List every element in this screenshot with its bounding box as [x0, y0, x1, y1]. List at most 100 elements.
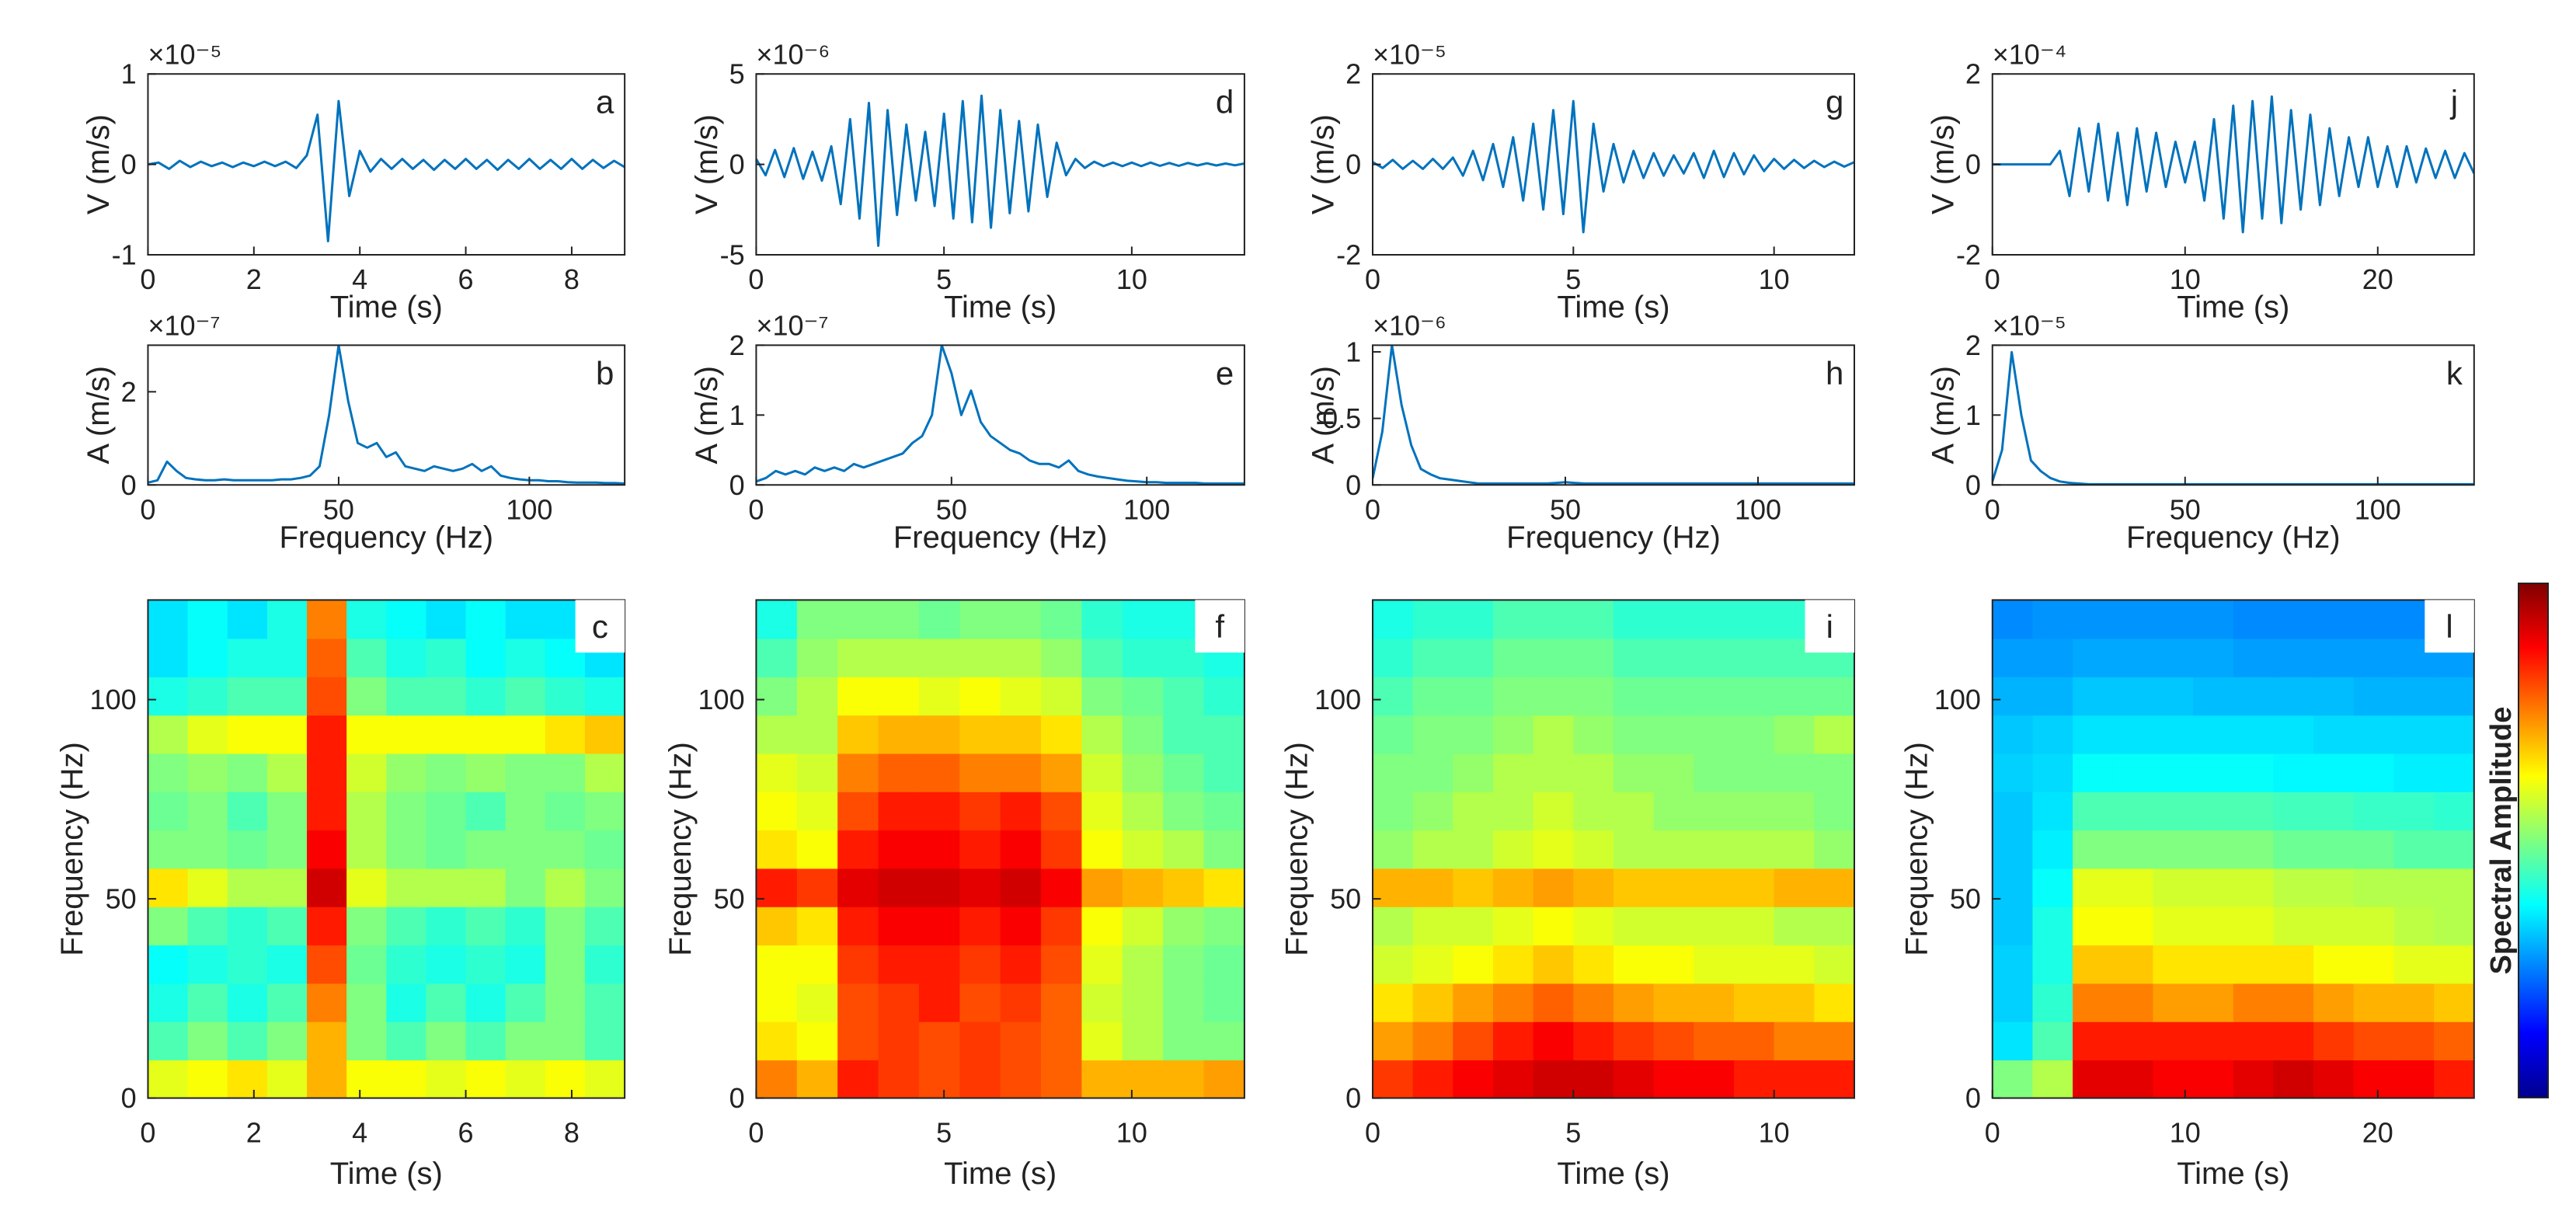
heat-cell	[1573, 906, 1614, 946]
heat-cell	[584, 677, 625, 716]
heat-cell	[1734, 1021, 1775, 1061]
heat-cell	[465, 715, 506, 754]
heat-cell	[796, 792, 838, 831]
x-tick-label: 5	[936, 1117, 952, 1149]
heat-cell	[1734, 983, 1775, 1022]
heat-cell	[1453, 945, 1494, 984]
heat-cell	[2393, 868, 2435, 907]
heat-cell	[1041, 830, 1083, 869]
heat-cell	[1163, 945, 1205, 984]
heat-cell	[465, 868, 506, 907]
heat-cell	[307, 945, 347, 984]
heat-cell	[307, 1060, 347, 1098]
heat-cell	[2112, 1060, 2154, 1098]
heat-cell	[1492, 677, 1534, 716]
heat-cell	[796, 638, 838, 677]
y-tick-label: 100	[90, 684, 137, 715]
heat-cell	[1122, 753, 1164, 792]
axes-box	[1991, 599, 2475, 1099]
heat-cell	[465, 677, 506, 716]
panel: 0 50 100 0 1 2 Frequency (Hz) A (m/s) ×10⁻⁷ e	[690, 309, 1245, 555]
heat-cell	[346, 830, 388, 869]
heat-cell	[465, 983, 506, 1022]
heat-cell	[1203, 1021, 1244, 1061]
heat-cell	[878, 945, 920, 984]
heat-cell	[2393, 792, 2435, 831]
heat-cell	[1694, 830, 1735, 869]
heat-cell	[2313, 945, 2355, 984]
y-tick-label: 100	[1934, 684, 1981, 715]
heat-cell	[1000, 868, 1042, 907]
y-tick-label: 100	[698, 684, 745, 715]
heat-cell	[187, 983, 228, 1022]
x-tick-label: 100	[506, 494, 552, 526]
heat-cell	[227, 600, 268, 639]
heat-cell	[148, 983, 189, 1022]
heat-cell	[1122, 983, 1164, 1022]
heat-cell	[1492, 1021, 1534, 1061]
y-axis-label: V (m/s)	[1306, 114, 1340, 214]
heat-cell	[1453, 792, 1494, 831]
heat-cell	[1372, 792, 1414, 831]
heat-cell	[2112, 638, 2154, 677]
heat-cell	[2273, 792, 2314, 831]
heat-cell	[1774, 868, 1815, 907]
heat-cell	[1000, 945, 1042, 984]
panel-label: c	[592, 608, 608, 645]
heat-cell	[1000, 983, 1042, 1022]
x-axis-label: Time (s)	[944, 291, 1057, 325]
heat-cell	[1694, 792, 1735, 831]
heat-cell	[505, 677, 546, 716]
heat-cell	[918, 753, 961, 792]
heat-cell	[1573, 715, 1614, 754]
heat-cell	[346, 600, 388, 639]
heat-cell	[1000, 677, 1042, 716]
heat-cell	[187, 715, 228, 754]
x-tick-label: 50	[1550, 494, 1581, 526]
heat-cell	[2073, 677, 2114, 716]
heat-cell	[1041, 983, 1083, 1022]
y-tick-label: -2	[1336, 239, 1361, 271]
panel: 0 50 100 0 0.5 1 Frequency (Hz) A (m/s) ×10⁻⁶ h	[1306, 309, 1856, 555]
heat-cell	[1081, 792, 1123, 831]
heat-cell	[426, 715, 467, 754]
y-axis-label: Frequency (Hz)	[1280, 742, 1314, 956]
heat-cell	[227, 1060, 268, 1098]
axis-multiplier: ×10⁻⁵	[1373, 38, 1446, 70]
heat-cell	[505, 1060, 546, 1098]
heat-cell	[2353, 600, 2395, 639]
heat-cell	[2073, 753, 2114, 792]
heat-cell	[1163, 983, 1205, 1022]
heat-cell	[2073, 1021, 2114, 1061]
heat-cell	[584, 792, 625, 831]
heat-cell	[796, 1021, 838, 1061]
heat-cell	[426, 830, 467, 869]
y-axis-label: A (m/s)	[690, 366, 724, 465]
heat-cell	[1081, 600, 1123, 639]
heat-cell	[187, 906, 228, 946]
heat-cell	[1412, 830, 1454, 869]
heat-cell	[2153, 715, 2194, 754]
heat-cell	[386, 1060, 427, 1098]
axes-box	[1371, 599, 1856, 1099]
y-tick-label: 0	[729, 1082, 745, 1114]
heat-cell	[2112, 906, 2154, 946]
heat-cell	[227, 792, 268, 831]
heat-cell	[1041, 753, 1083, 792]
x-tick-label: 0	[1985, 494, 2000, 526]
heat-cell	[2313, 983, 2355, 1022]
heat-cell	[1734, 830, 1775, 869]
heat-cell	[878, 983, 920, 1022]
heat-cell	[918, 1021, 961, 1061]
heat-cell	[1412, 600, 1454, 639]
x-tick-label: 8	[564, 263, 580, 295]
heat-cell	[2112, 753, 2154, 792]
heat-cell	[837, 830, 879, 869]
heat-cell	[505, 1021, 546, 1061]
heat-cell	[1203, 945, 1244, 984]
heat-cell	[959, 1021, 1001, 1061]
heat-cell	[959, 868, 1001, 907]
heat-cell	[1372, 715, 1414, 754]
x-tick-label: 0	[1985, 1117, 2000, 1149]
heat-cell	[187, 1060, 228, 1098]
